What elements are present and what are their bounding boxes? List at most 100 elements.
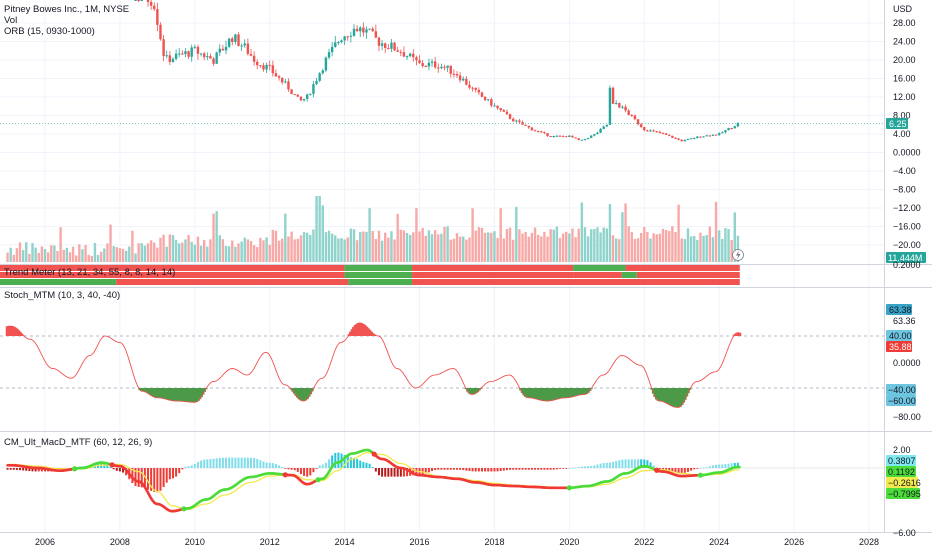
volume-bar [56,250,59,262]
candle-body [399,51,403,53]
candle-body [711,134,715,136]
macd-histogram-bar [534,468,537,470]
trend-meter-segment [636,272,740,278]
volume-bar [159,237,162,262]
macd-histogram-bar [552,468,555,470]
time-tick: 2026 [784,537,804,547]
candle-body [427,62,431,67]
macd-histogram-bar [377,468,380,476]
candle-body [658,131,662,134]
volume-bar [446,226,449,262]
macd-histogram-bar [284,468,287,469]
candle-body [346,36,349,38]
volume-bar [252,245,256,262]
macd-histogram-bar [12,468,15,470]
macd-histogram-bar [381,468,384,477]
candle-body [565,136,568,138]
macd-legend: CM_Ult_MacD_MTF (60, 12, 26, 9) [4,437,152,448]
macd-histogram-bar [171,468,174,479]
candle-body [518,120,521,123]
macd-histogram-bar [165,468,168,483]
macd-histogram-bar [480,468,483,472]
macd-histogram-bar [568,468,571,469]
volume-bar [115,247,118,262]
volume-bar [696,239,699,262]
macd-histogram-bar [281,466,284,468]
macd-histogram-bar [577,467,580,468]
macd-histogram-bar [702,467,705,469]
macd-histogram-bar [496,468,499,472]
candle-body [714,134,718,136]
candle-body [443,66,446,68]
macd-tick-0: 2.00 [893,445,911,455]
volume-bar [143,245,147,262]
volume-bar [112,246,115,262]
volume-bar [415,208,418,262]
macd-histogram-bar [134,468,137,486]
volume-bar [62,249,65,262]
macd-histogram-bar [693,468,696,470]
volume-bar [171,235,175,262]
macd-histogram-bar [196,462,199,468]
macd-histogram-bar [537,468,540,470]
macd-histogram-bar [571,467,574,469]
volume-bar [259,237,262,262]
macd-histogram-bar [699,468,702,469]
candle-body [215,52,218,64]
candle-body [315,80,318,85]
candle-body [390,42,393,49]
volume-bar [153,242,156,262]
candle-body [611,87,615,104]
volume-bar [93,242,97,262]
lightning-icon[interactable] [732,249,744,261]
candle-body [265,64,268,70]
trend-meter-segment [573,272,622,278]
volume-bar [287,236,290,262]
volume-bar [515,206,518,262]
volume-bar [309,234,312,262]
volume-bar [212,213,215,262]
macd-histogram-bar [243,457,246,468]
macd-histogram-bar [396,468,399,477]
candle-body [602,126,605,129]
volume-bar [31,243,34,262]
volume-bar [221,239,225,262]
volume-bar [315,196,318,262]
volume-bar [277,240,281,262]
candle-body [418,60,421,64]
candle-body [162,39,165,56]
macd-histogram-bar [256,458,259,468]
volume-bar [496,238,499,262]
macd-histogram-bar [246,457,249,468]
macd-histogram-bar [231,457,234,468]
price-tick: −16.00 [893,222,921,232]
volume-bar [583,227,587,262]
volume-bar [380,240,384,262]
candle-body [168,55,172,62]
candle-body [421,63,424,66]
candle-body [577,138,580,140]
macd-histogram-bar [624,459,627,468]
volume-bar [677,204,680,262]
macd-histogram-bar [343,455,346,468]
candle-body [405,56,409,58]
macd-histogram-bar [25,468,28,471]
macd-histogram-bar [237,457,240,468]
macd-histogram-bar [593,465,596,468]
volume-bar [271,229,275,262]
volume-bar [511,239,515,262]
macd-histogram-bar [427,468,430,473]
macd-histogram-bar [680,468,683,474]
candle-body [206,56,209,58]
volume-bar [184,239,187,262]
volume-bar [708,226,712,262]
macd-histogram-bar [621,459,624,468]
macd-histogram-bar [602,463,605,468]
macd-histogram-bar [465,468,468,471]
volume-bar [377,230,381,262]
macd-histogram-bar [683,468,686,473]
macd-histogram-bar [649,462,652,468]
candle-body [630,114,633,116]
macd-histogram-bar [452,468,455,470]
candle-body [181,53,184,55]
